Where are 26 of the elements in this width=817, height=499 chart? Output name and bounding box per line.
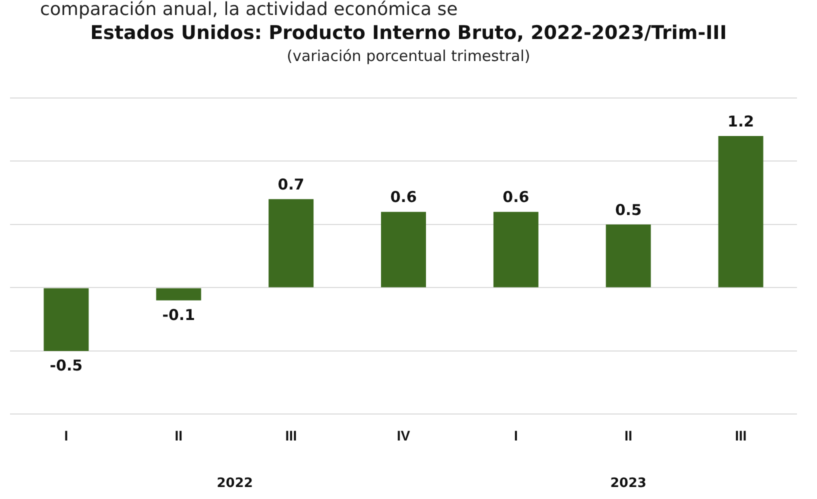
bar [156, 288, 202, 300]
x-tick-label: IV [396, 427, 411, 444]
text: 2023 [610, 476, 646, 491]
x-tick-label: II [174, 427, 183, 444]
data-label: 1.2 [727, 112, 754, 130]
chart-title: Estados Unidos: Producto Interno Bruto, 2022-2023/Trim-III [89, 22, 728, 44]
data-label: -0.5 [50, 356, 83, 374]
bar [493, 212, 538, 288]
x-tick-label: I [514, 427, 518, 444]
x-tick-label: II [624, 427, 632, 444]
bar [381, 212, 426, 288]
data-label: 0.7 [278, 176, 304, 194]
bar [44, 288, 89, 351]
x-tick-label: III [734, 427, 747, 444]
chart-subtitle: (variación porcentual trimestral) [286, 47, 532, 65]
x-tick-label: I [64, 427, 68, 444]
bar [718, 136, 764, 288]
data-label: 0.6 [390, 188, 417, 206]
x-tick-label: III [285, 427, 297, 444]
data-label: 0.6 [502, 188, 530, 206]
data-label: -0.1 [162, 306, 196, 324]
text: 2022 [216, 476, 253, 491]
data-label: 0.5 [615, 200, 642, 219]
bar [268, 199, 314, 288]
text: comparación anual, la actividad económica se [40, 0, 458, 20]
bar [606, 224, 651, 288]
